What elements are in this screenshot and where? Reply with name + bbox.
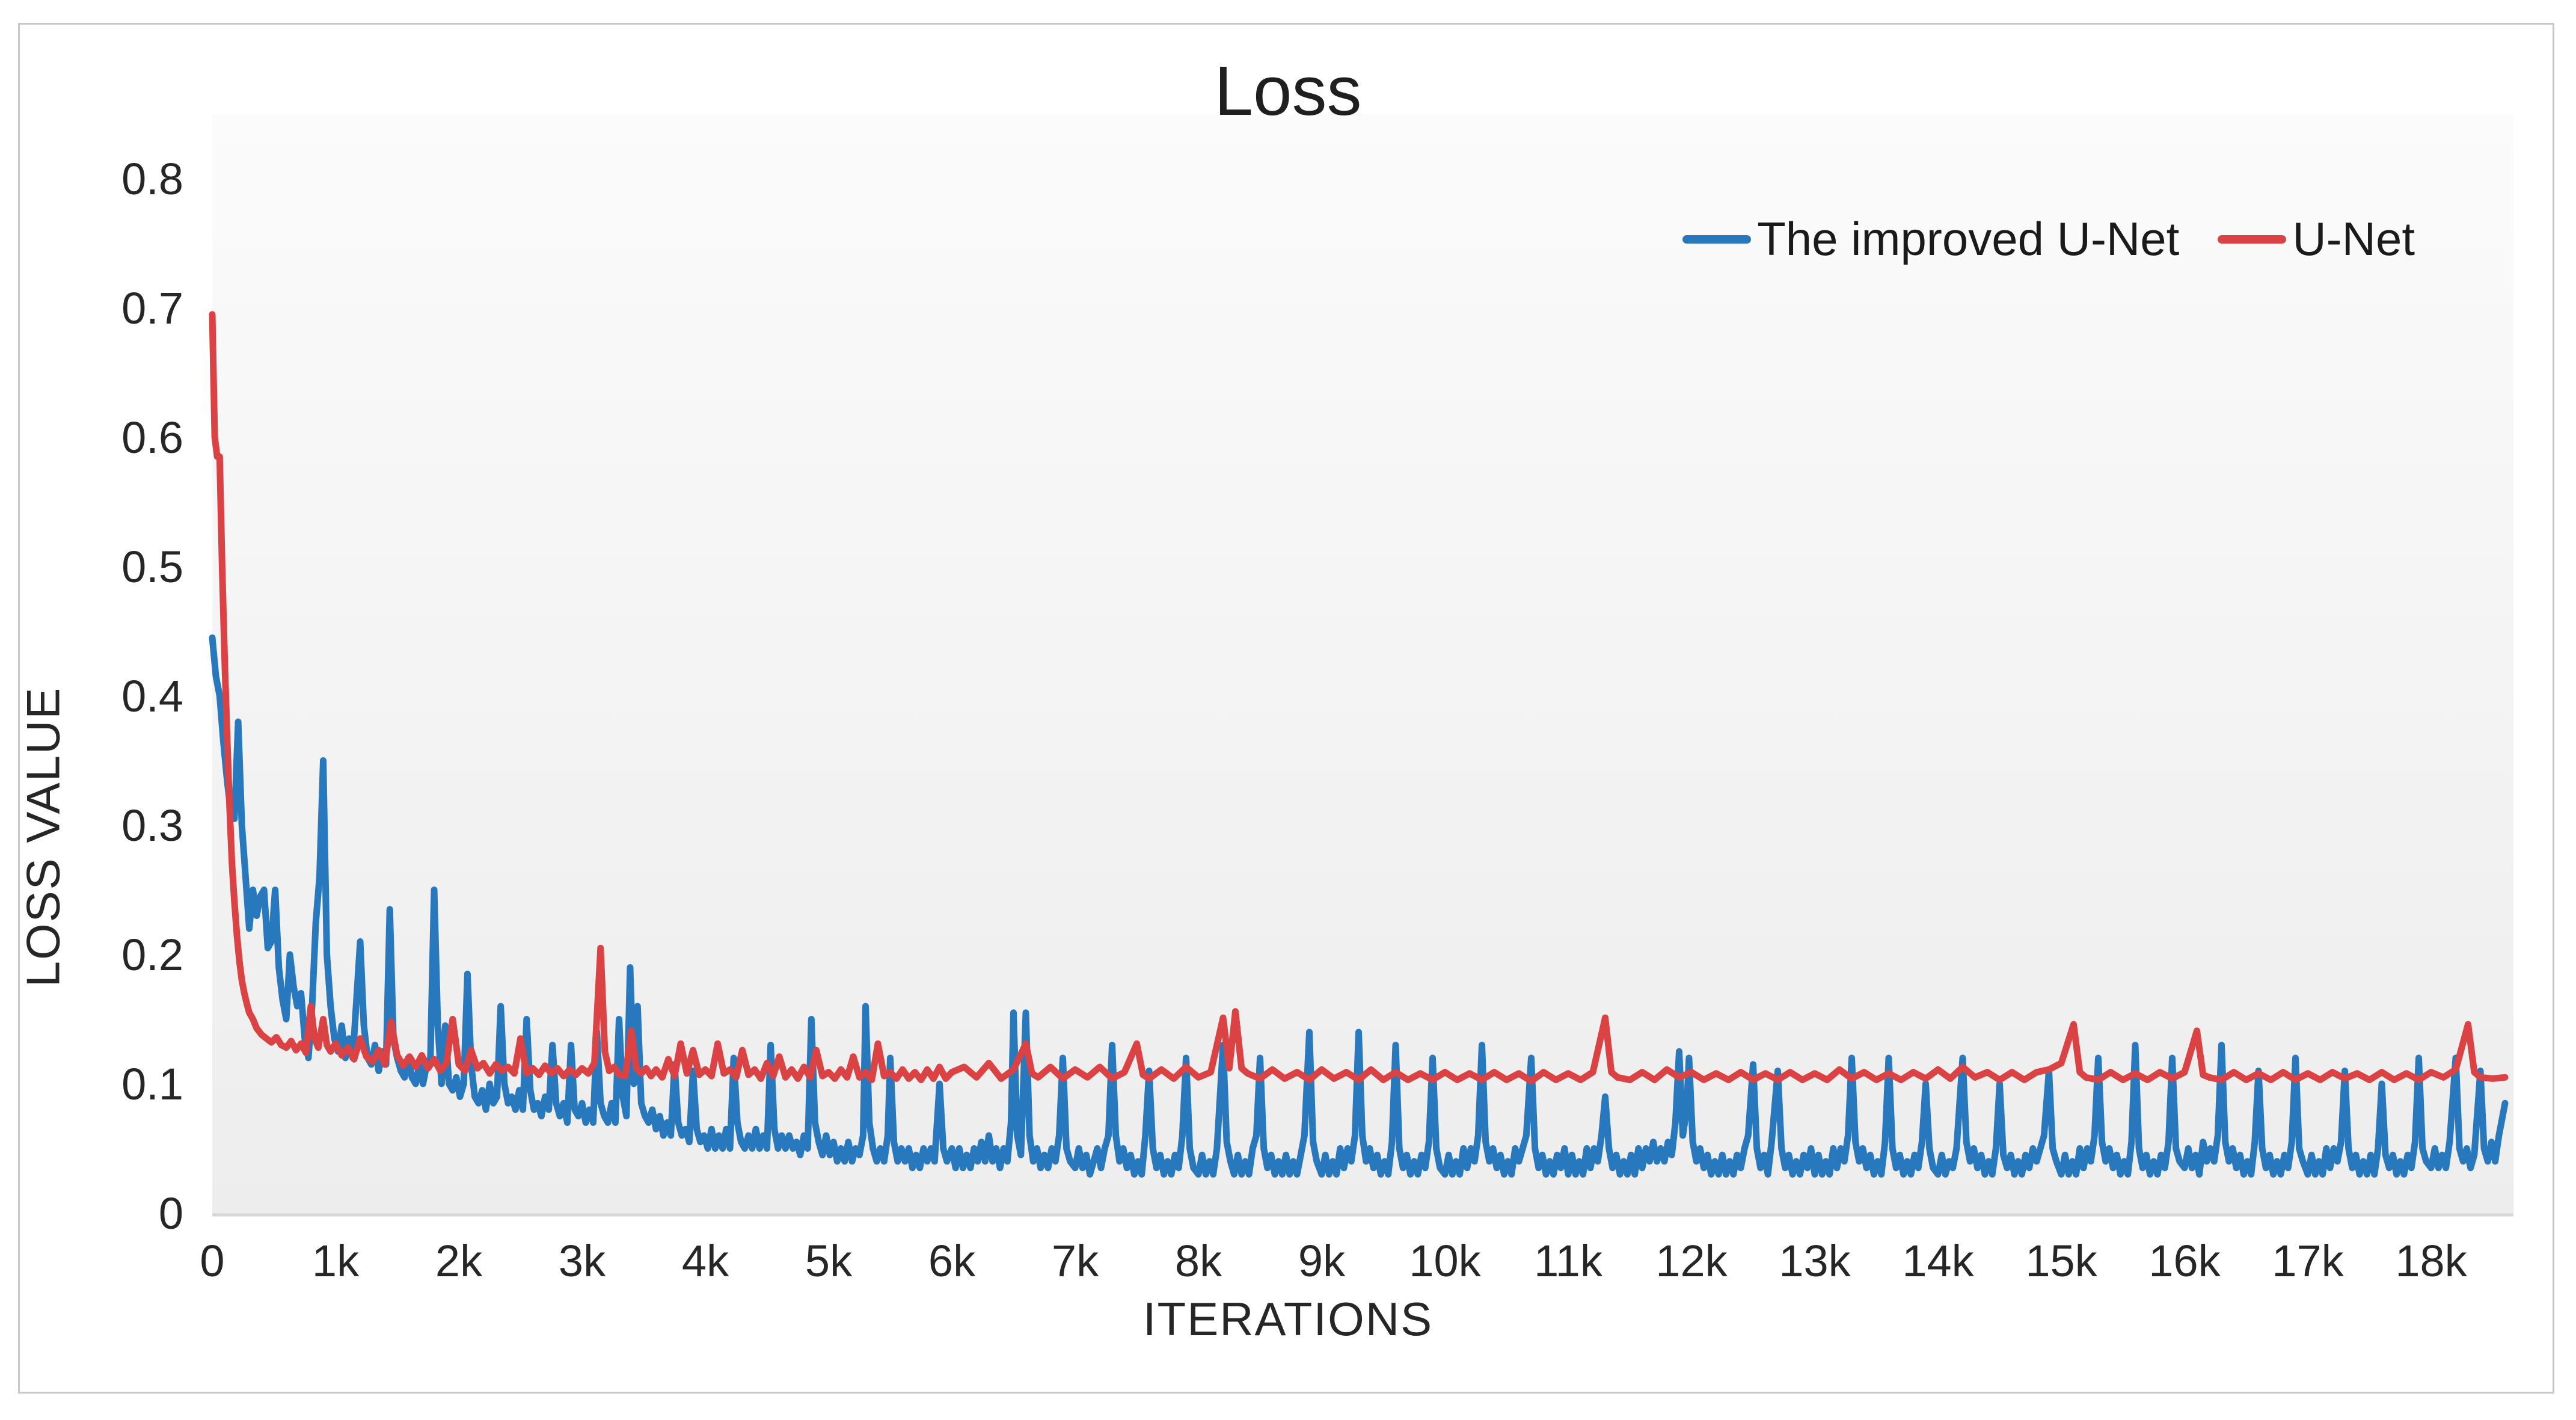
x-tick-label: 16k [2148, 1236, 2221, 1286]
y-tick-label: 0.1 [121, 1059, 183, 1109]
x-axis-title: ITERATIONS [1142, 1292, 1434, 1345]
x-tick-label: 10k [1409, 1236, 1481, 1286]
y-axis-tick-labels: 0 0.1 0.2 0.3 0.4 0.5 0.6 0.7 0.8 [121, 154, 183, 1238]
x-tick-label: 15k [2025, 1236, 2097, 1286]
x-tick-label: 1k [312, 1236, 360, 1286]
y-tick-label: 0.7 [121, 283, 183, 333]
y-tick-label: 0 [159, 1188, 183, 1238]
series-line-1 [209, 311, 2509, 1085]
plot-area [212, 114, 2513, 1215]
legend-label-improved-unet: The improved U-Net [1757, 212, 2180, 265]
x-tick-label: 7k [1052, 1236, 1099, 1286]
improved-unet-line-swatch-icon [1682, 235, 1752, 244]
y-tick-label: 0.6 [121, 413, 183, 463]
x-tick-label: 5k [805, 1236, 853, 1286]
y-tick-label: 0.3 [121, 801, 183, 850]
y-tick-label: 0.5 [121, 542, 183, 592]
x-tick-label: 18k [2395, 1236, 2467, 1286]
x-tick-label: 3k [559, 1236, 606, 1286]
x-tick-label: 13k [1779, 1236, 1851, 1286]
x-tick-label: 6k [928, 1236, 976, 1286]
y-tick-label: 0.8 [121, 154, 183, 204]
x-tick-label: 0 [200, 1236, 224, 1286]
x-tick-label: 4k [682, 1236, 729, 1286]
series-line-0 [209, 634, 2509, 1178]
legend-item-unet: U-Net [2218, 212, 2415, 266]
x-tick-label: 12k [1655, 1236, 1728, 1286]
legend-item-improved-unet: The improved U-Net [1682, 212, 2179, 266]
y-tick-label: 0.4 [121, 671, 183, 721]
series-lines [209, 311, 2509, 1178]
y-tick-label: 0.2 [121, 930, 183, 980]
unet-line-swatch-icon [2218, 235, 2287, 244]
x-tick-label: 9k [1298, 1236, 1346, 1286]
x-tick-label: 17k [2272, 1236, 2344, 1286]
x-tick-label: 11k [1534, 1236, 1603, 1286]
x-tick-label: 14k [1902, 1236, 1974, 1286]
chart-title: Loss [1214, 52, 1362, 130]
x-tick-label: 8k [1175, 1236, 1222, 1286]
y-axis-title: LOSS VALUE [16, 686, 70, 988]
x-axis-tick-labels: 0 1k 2k 3k 4k 5k 6k 7k 8k 9k 10k 11k 12k 13k 14k 15k 16k… [200, 1236, 2467, 1286]
legend: The improved U-Net U-Net [1682, 212, 2415, 266]
x-tick-label: 2k [435, 1236, 483, 1286]
legend-label-unet: U-Net [2292, 212, 2415, 265]
